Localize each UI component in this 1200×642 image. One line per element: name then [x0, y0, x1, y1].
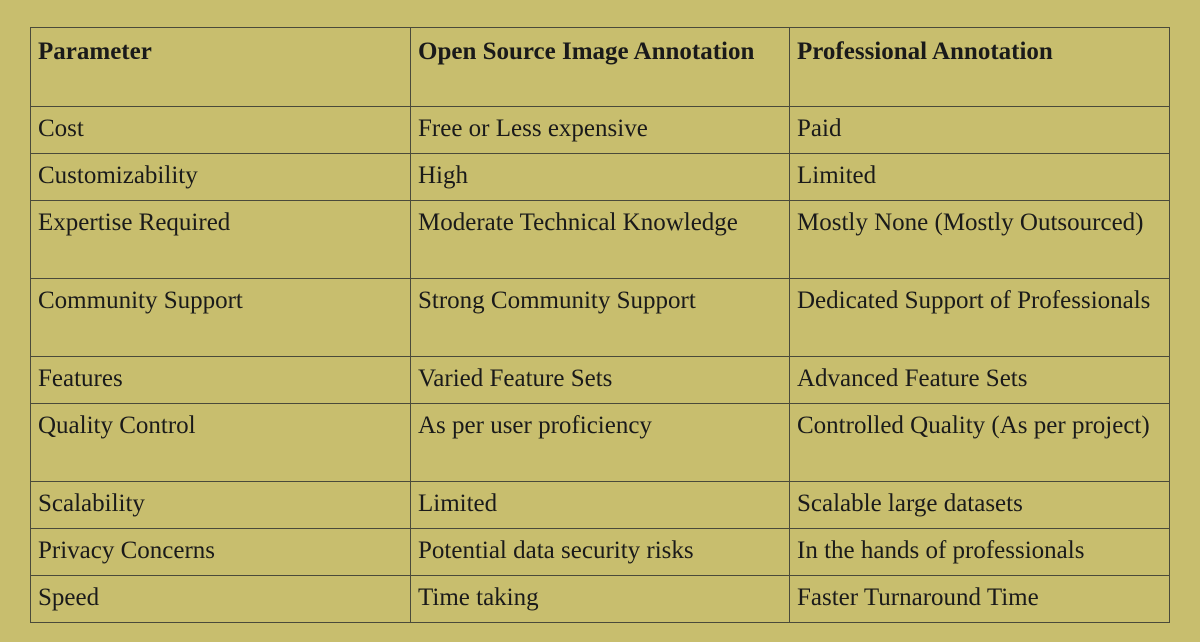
header-parameter: Parameter [30, 27, 411, 107]
table-row: Speed Time taking Faster Turnaround Time [30, 575, 1170, 623]
cell-open-source: As per user proficiency [410, 403, 790, 482]
table-row: Features Varied Feature Sets Advanced Fe… [30, 356, 1170, 404]
cell-professional: Paid [789, 106, 1170, 154]
table-row: Expertise Required Moderate Technical Kn… [30, 200, 1170, 279]
cell-open-source: Limited [410, 481, 790, 529]
cell-parameter: Features [30, 356, 411, 404]
cell-parameter: Scalability [30, 481, 411, 529]
cell-professional: Faster Turnaround Time [789, 575, 1170, 623]
cell-parameter: Speed [30, 575, 411, 623]
cell-parameter: Cost [30, 106, 411, 154]
header-open-source: Open Source Image Annotation [410, 27, 790, 107]
cell-professional: Advanced Feature Sets [789, 356, 1170, 404]
cell-professional: Scalable large datasets [789, 481, 1170, 529]
cell-parameter: Community Support [30, 278, 411, 357]
cell-open-source: High [410, 153, 790, 201]
cell-open-source: Strong Community Support [410, 278, 790, 357]
cell-open-source: Free or Less expensive [410, 106, 790, 154]
table-row: Scalability Limited Scalable large datas… [30, 481, 1170, 529]
cell-professional: In the hands of professionals [789, 528, 1170, 576]
cell-professional: Limited [789, 153, 1170, 201]
table-row: Cost Free or Less expensive Paid [30, 106, 1170, 154]
cell-open-source: Potential data security risks [410, 528, 790, 576]
cell-professional: Controlled Quality (As per project) [789, 403, 1170, 482]
header-professional: Professional Annotation [789, 27, 1170, 107]
table-header-row: Parameter Open Source Image Annotation P… [30, 27, 1170, 107]
comparison-table: Parameter Open Source Image Annotation P… [30, 27, 1170, 623]
cell-open-source: Moderate Technical Knowledge [410, 200, 790, 279]
cell-open-source: Varied Feature Sets [410, 356, 790, 404]
table-row: Quality Control As per user proficiency … [30, 403, 1170, 482]
cell-parameter: Customizability [30, 153, 411, 201]
cell-parameter: Privacy Concerns [30, 528, 411, 576]
table-row: Privacy Concerns Potential data security… [30, 528, 1170, 576]
table-row: Customizability High Limited [30, 153, 1170, 201]
cell-parameter: Quality Control [30, 403, 411, 482]
cell-professional: Mostly None (Mostly Outsourced) [789, 200, 1170, 279]
comparison-table-container: Parameter Open Source Image Annotation P… [30, 27, 1170, 623]
table-row: Community Support Strong Community Suppo… [30, 278, 1170, 357]
cell-parameter: Expertise Required [30, 200, 411, 279]
cell-open-source: Time taking [410, 575, 790, 623]
cell-professional: Dedicated Support of Professionals [789, 278, 1170, 357]
